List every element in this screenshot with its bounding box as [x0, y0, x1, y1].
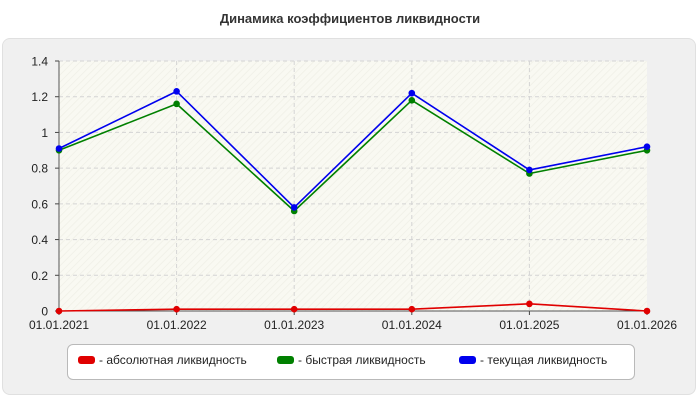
x-tick-label: 01.01.2021	[29, 318, 89, 332]
series-group	[55, 300, 651, 315]
legend-label: - быстрая ликвидность	[298, 353, 426, 367]
data-point	[55, 145, 63, 152]
data-point	[526, 166, 533, 174]
chart-legend: - абсолютная ликвидность - быстрая ликви…	[67, 344, 635, 380]
data-point	[290, 204, 298, 211]
data-point	[643, 307, 651, 315]
legend-item-absolute-liquidity: - абсолютная ликвидность	[78, 353, 247, 367]
data-point	[408, 96, 416, 104]
y-tick-label: 0.4	[31, 233, 48, 247]
data-point	[173, 100, 180, 108]
plot-area	[59, 61, 647, 311]
x-tick-label: 01.01.2023	[264, 318, 324, 332]
data-point	[643, 143, 651, 151]
legend-swatch-blue	[459, 356, 476, 364]
legend-label: - текущая ликвидность	[480, 353, 608, 367]
data-point	[526, 300, 533, 308]
x-tick-label: 01.01.2025	[499, 318, 559, 332]
legend-label: - абсолютная ликвидность	[99, 353, 247, 367]
x-tick-label: 01.01.2022	[147, 318, 207, 332]
data-point	[408, 305, 416, 313]
y-tick-label: 1.2	[31, 90, 48, 104]
series-line	[58, 90, 648, 209]
y-tick-label: 0.2	[31, 269, 48, 283]
y-tick-label: 1	[41, 126, 48, 140]
y-tick-label: 0.6	[31, 197, 48, 211]
series-line	[58, 303, 648, 312]
y-tick-label: 1.4	[31, 55, 48, 69]
x-tick-label: 01.01.2024	[382, 318, 442, 332]
legend-swatch-green	[277, 356, 294, 364]
legend-item-current-liquidity: - текущая ликвидность	[459, 353, 607, 367]
legend-swatch-red	[78, 356, 95, 364]
y-tick-label: 0	[41, 305, 48, 319]
series-line	[58, 99, 648, 212]
data-point	[408, 89, 416, 97]
data-point	[173, 88, 180, 95]
data-point	[173, 305, 180, 313]
legend-item-quick-liquidity: - быстрая ликвидность	[277, 353, 426, 367]
x-tick-label: 01.01.2026	[617, 318, 677, 332]
series-group	[55, 88, 651, 211]
y-tick-label: 0.8	[31, 162, 48, 176]
data-point	[55, 307, 63, 315]
chart-title: Динамика коэффициентов ликвидности	[219, 11, 481, 26]
data-point	[290, 305, 298, 313]
